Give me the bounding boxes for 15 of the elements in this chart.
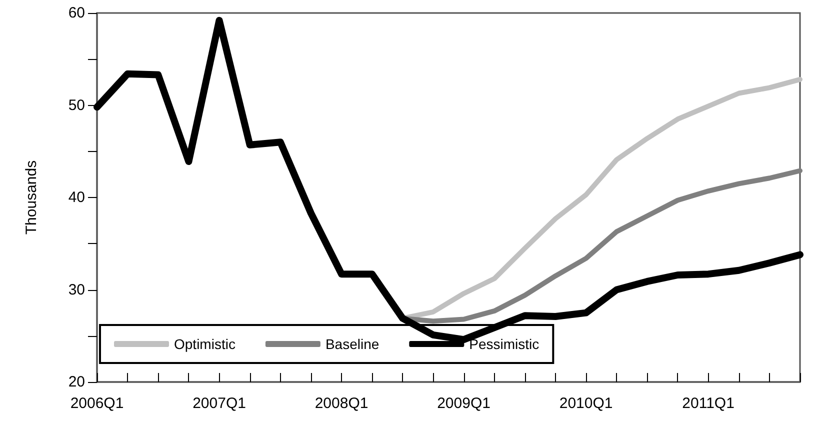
- y-tick-label: 50: [68, 96, 85, 114]
- x-tick-label: 2011Q1: [682, 395, 734, 412]
- x-tick-label: 2008Q1: [314, 395, 368, 412]
- y-tick-label: 60: [68, 4, 85, 22]
- legend-label: Baseline: [325, 336, 380, 352]
- x-tick-label: 2010Q1: [559, 395, 613, 412]
- x-tick-label: 2006Q1: [70, 395, 124, 412]
- y-axis-title: Thousands: [23, 160, 40, 235]
- legend-label: Optimistic: [174, 336, 236, 352]
- y-tick-label: 30: [68, 281, 85, 298]
- legend-label: Pessimistic: [469, 336, 540, 352]
- x-tick-label: 2009Q1: [437, 395, 490, 412]
- x-tick-label: 2007Q1: [192, 395, 246, 412]
- y-tick-label: 20: [68, 374, 85, 390]
- y-tick-label: 40: [68, 189, 85, 206]
